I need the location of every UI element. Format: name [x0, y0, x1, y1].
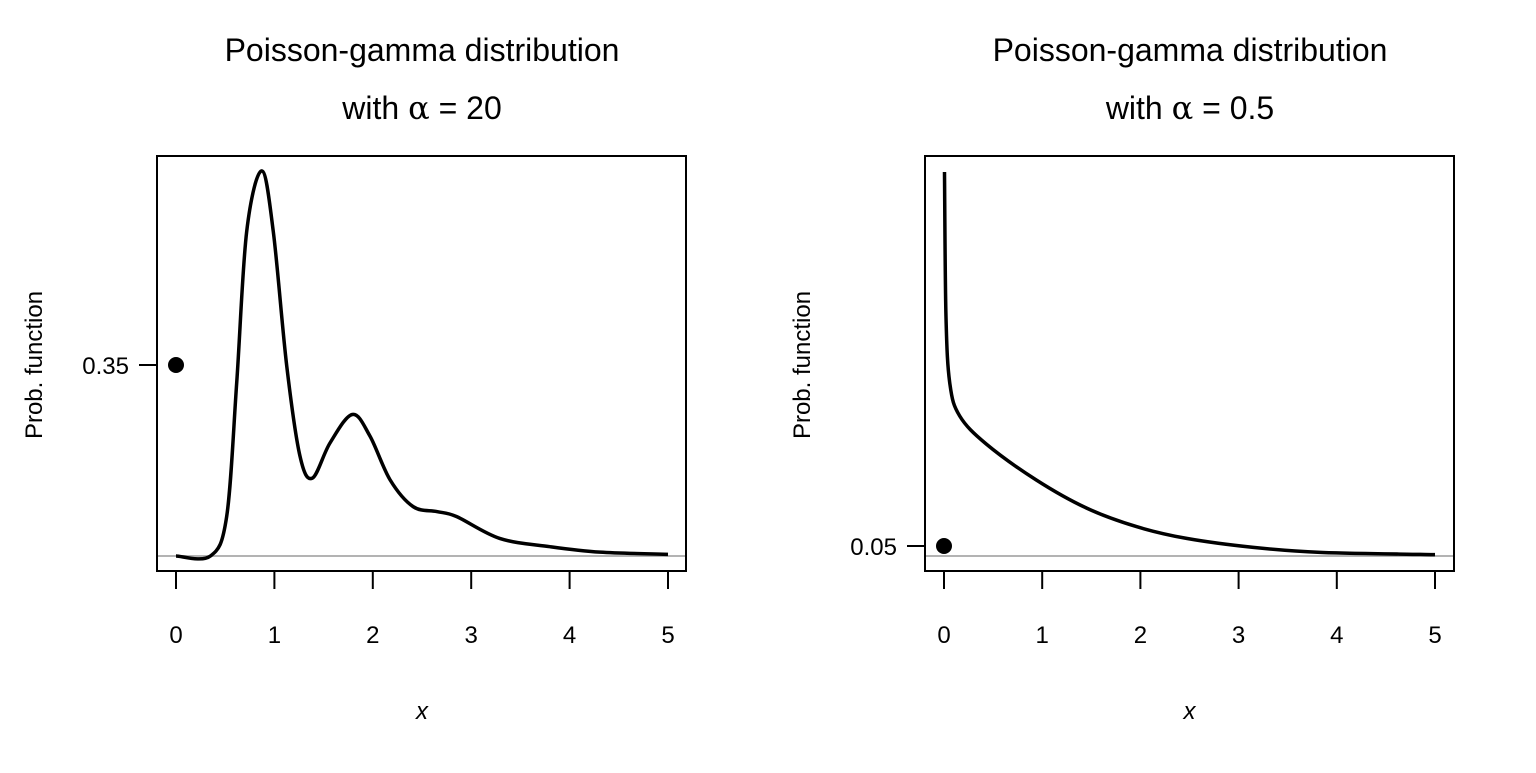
panel-1: Poisson-gamma distribution with α = 20 0 1 2… — [21, 32, 687, 725]
chart-title: Poisson-gamma distribution — [993, 32, 1388, 68]
panel-2: Poisson-gamma distribution with α = 0.5 0 1… — [789, 32, 1455, 725]
point-mass-marker — [936, 538, 952, 554]
plot-frame — [156, 155, 687, 572]
x-tick-label: 2 — [366, 622, 379, 649]
y-axis-label: Prob. function — [789, 291, 816, 439]
subtitle-suffix: = 20 — [430, 90, 502, 126]
chart-subtitle: with α = 20 — [341, 89, 501, 127]
x-tick-label: 3 — [465, 622, 478, 649]
x-tick-label: 5 — [1428, 622, 1441, 649]
x-axis-label: x — [1183, 698, 1197, 725]
x-tick-label: 1 — [268, 622, 281, 649]
x-tick-label: 4 — [563, 622, 576, 649]
chart-title: Poisson-gamma distribution — [225, 32, 620, 68]
x-tick-label: 5 — [661, 622, 674, 649]
x-tick-label: 0 — [169, 622, 182, 649]
y-axis-label: Prob. function — [21, 291, 48, 439]
plot-frame — [924, 155, 1455, 572]
x-axis-label: x — [415, 698, 429, 725]
point-mass-marker — [168, 357, 184, 373]
x-tick-label: 0 — [937, 622, 950, 649]
subtitle-prefix: with — [341, 90, 408, 126]
x-tick-label: 2 — [1134, 622, 1147, 649]
subtitle-prefix: with — [1105, 90, 1172, 126]
y-tick-label: 0.35 — [82, 353, 129, 380]
subtitle-suffix: = 0.5 — [1193, 90, 1274, 126]
x-tick-label: 4 — [1330, 622, 1343, 649]
chart-subtitle: with α = 0.5 — [1105, 89, 1274, 127]
subtitle-symbol: α — [1172, 89, 1194, 127]
subtitle-symbol: α — [408, 89, 430, 127]
x-tick-label: 1 — [1036, 622, 1049, 649]
y-tick-label: 0.05 — [850, 534, 897, 561]
x-tick-label: 3 — [1232, 622, 1245, 649]
density-curve — [175, 169, 669, 561]
density-curve — [942, 171, 1436, 557]
